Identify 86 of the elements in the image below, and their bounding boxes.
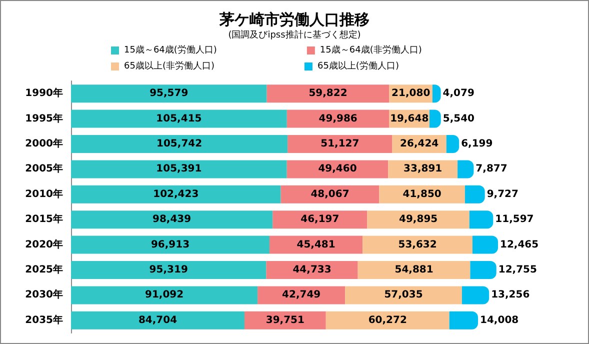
data-label: 6,199 (461, 138, 493, 150)
data-label: 14,008 (480, 314, 519, 326)
bar (458, 160, 474, 178)
bar (71, 110, 287, 128)
bar (266, 261, 358, 279)
data-label: 96,913 (150, 239, 190, 250)
chart-title: 茅ケ崎市労働人口推移 (218, 10, 370, 28)
bar (286, 160, 388, 178)
data-label: 105,742 (156, 138, 202, 150)
bar (71, 185, 281, 204)
data-label: 98,439 (152, 214, 192, 226)
bar (272, 210, 368, 229)
data-label: 11,597 (495, 214, 534, 226)
data-label: 57,035 (384, 290, 423, 301)
data-label: 19,648 (390, 113, 429, 124)
bar (469, 210, 494, 229)
bar (71, 84, 267, 103)
data-label: 46,197 (300, 214, 340, 226)
bar (367, 210, 470, 229)
data-label: 48,067 (310, 188, 350, 200)
data-label: 7,877 (476, 164, 508, 175)
data-label: 45,481 (296, 239, 336, 250)
bar (472, 236, 498, 254)
data-label: 49,895 (399, 214, 438, 226)
data-label: 41,850 (402, 188, 442, 200)
bar (266, 84, 390, 103)
bar (464, 185, 485, 204)
data-label: 49,986 (318, 113, 358, 124)
bar (462, 286, 490, 304)
legend-label: 15歳～64歳(労働人口) (124, 44, 217, 56)
y-tick-label: 2025年 (25, 264, 63, 276)
data-label: 49,460 (318, 164, 357, 175)
data-label: 33,891 (404, 164, 442, 175)
bar (71, 160, 287, 178)
y-tick-label: 2010年 (25, 188, 63, 200)
y-tick-label: 2015年 (25, 213, 63, 226)
data-label: 44,733 (292, 264, 332, 276)
bar (449, 311, 478, 330)
data-label: 54,881 (394, 264, 434, 276)
data-label: 21,080 (392, 88, 430, 100)
bar (258, 286, 346, 304)
bar (71, 286, 258, 304)
data-label: 9,727 (486, 188, 519, 200)
data-label: 5,540 (442, 113, 475, 124)
bar (71, 261, 266, 279)
y-tick-label: 2035年 (25, 314, 63, 326)
y-tick-label: 1990年 (25, 87, 63, 100)
chart-subtitle: (国調及びipss推計に基づく想定) (228, 30, 361, 40)
y-tick-label: 2030年 (25, 288, 63, 301)
bar (326, 311, 450, 330)
y-tick-label: 2000年 (25, 138, 63, 150)
data-label: 12,755 (498, 264, 537, 276)
data-label: 105,391 (156, 164, 202, 175)
data-label: 91,092 (144, 290, 184, 301)
data-label: 95,319 (149, 264, 188, 276)
legend-label: 65歳以上(非労働人口) (124, 60, 214, 72)
bar (358, 261, 470, 279)
data-label: 95,579 (150, 88, 188, 100)
data-label: 4,079 (442, 88, 474, 100)
data-label: 60,272 (368, 314, 407, 326)
bar (286, 110, 390, 128)
y-tick-label: 2020年 (25, 238, 63, 250)
legend-label: 65歳以上(労働人口) (317, 60, 399, 72)
y-tick-label: 2005年 (25, 162, 63, 175)
bar (71, 311, 244, 330)
bar (71, 135, 288, 153)
y-tick-label: 1995年 (25, 112, 63, 124)
data-label: 26,424 (400, 138, 439, 150)
bar (345, 286, 462, 304)
bar (269, 236, 363, 254)
data-label: 42,749 (282, 290, 321, 301)
bar (470, 261, 496, 279)
data-label: 59,822 (308, 88, 348, 100)
data-label: 12,465 (500, 239, 539, 250)
data-label: 84,704 (138, 314, 178, 326)
data-label: 102,423 (153, 188, 199, 200)
data-label: 13,256 (491, 290, 530, 301)
data-label: 39,751 (266, 314, 305, 326)
bar (71, 210, 273, 229)
legend-label: 15歳～64歳(非労働人口) (320, 44, 422, 56)
bar (362, 236, 472, 254)
bar (71, 236, 270, 254)
data-label: 51,127 (320, 138, 360, 150)
data-label: 53,632 (398, 239, 437, 250)
data-label: 105,415 (156, 113, 202, 124)
bar (288, 135, 392, 153)
